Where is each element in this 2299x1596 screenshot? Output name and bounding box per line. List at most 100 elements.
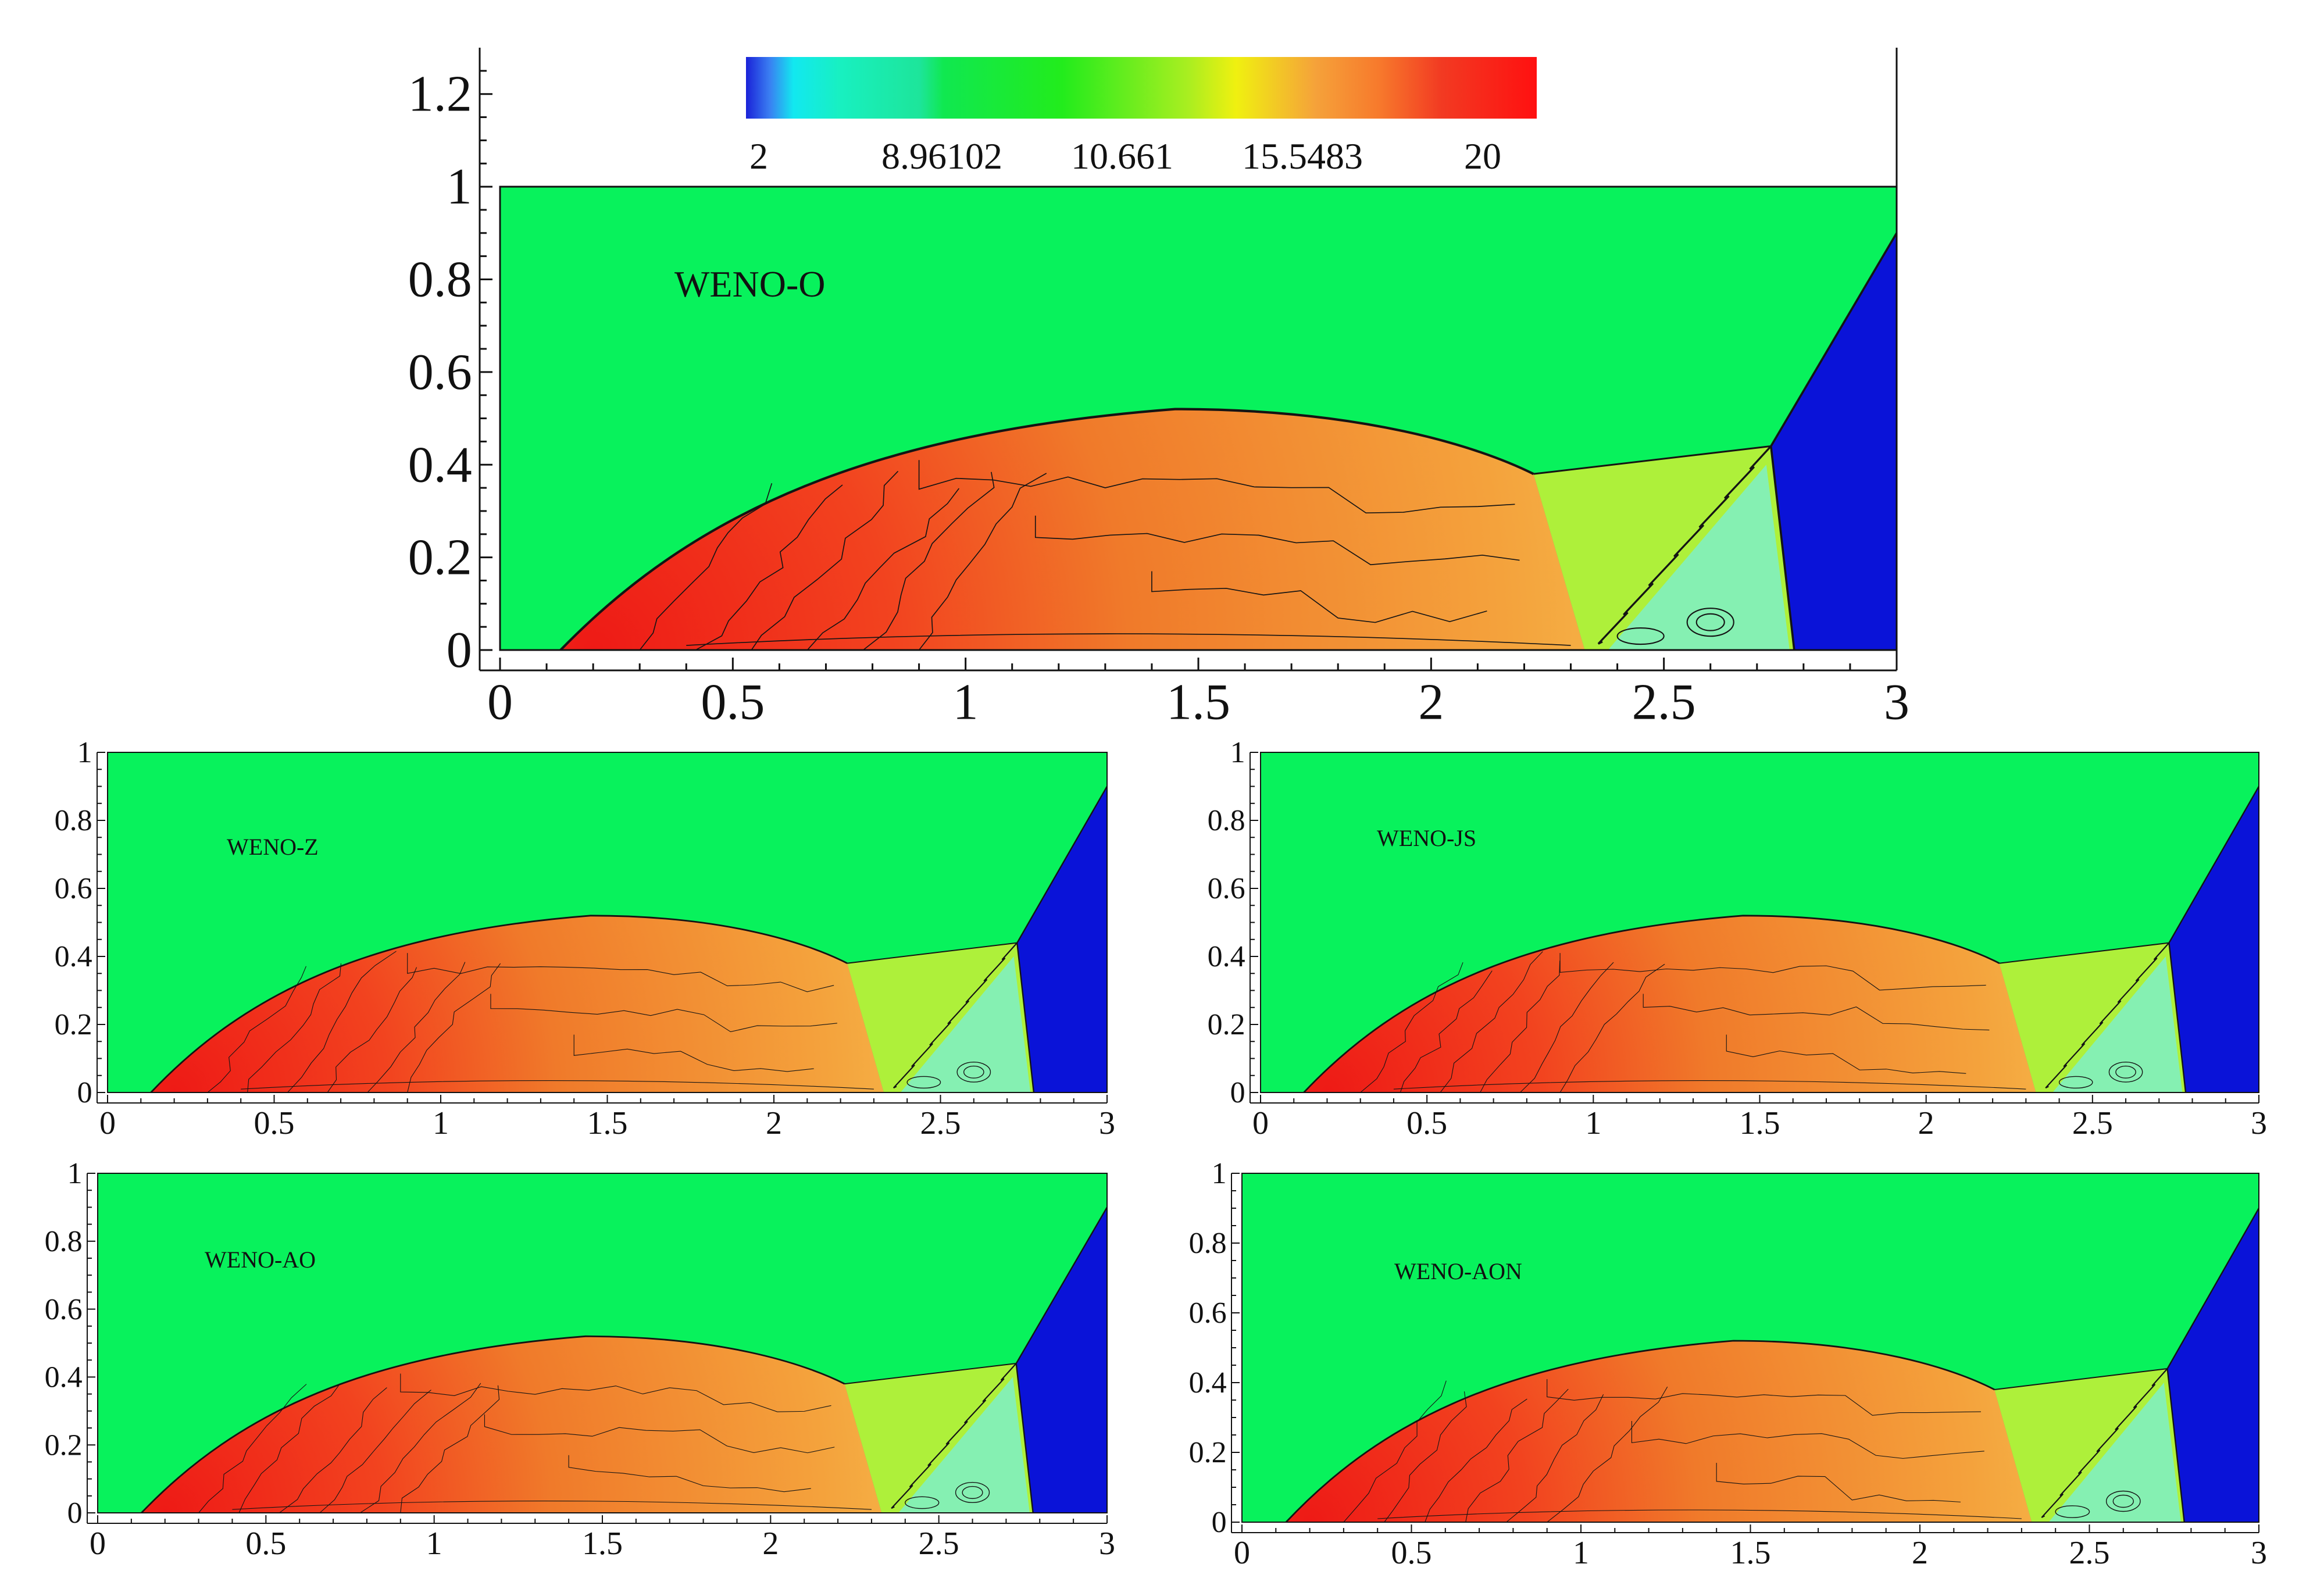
plot-panel-weno-z: 0 0.5 1 1.5 2 2.5 3 0 0.2 0.4 0.6 0.8 1 WENO-Z [55, 736, 1115, 1141]
x-tick-label: 0 [1252, 1105, 1269, 1141]
vortex-contour [2108, 1062, 2143, 1083]
contour-line [1559, 963, 1665, 1092]
y-tick-label: 0.4 [408, 437, 472, 493]
scheme-label: WENO-O [674, 263, 825, 305]
contour-line [319, 1390, 431, 1513]
y-tick-label: 0.4 [55, 940, 92, 973]
y-tick-label: 0.6 [1208, 872, 1245, 905]
contour-lines [1360, 951, 2026, 1092]
contour-line [1360, 962, 1463, 1092]
y-tick-label: 1 [77, 736, 92, 769]
x-tick-label: 3 [2251, 1105, 2267, 1141]
contour-line [1465, 1388, 1569, 1522]
y-tick-label: 0.6 [408, 344, 472, 401]
contour-line [1151, 571, 1487, 623]
contour-line [1034, 515, 1520, 566]
contour-line [484, 1414, 835, 1454]
domain-frame [1260, 752, 2259, 1093]
y-tick-label: 0.8 [45, 1225, 83, 1258]
axes [479, 48, 1898, 672]
colorbar-label: 8.96102 [881, 135, 1002, 177]
y-tick-label: 0.4 [1208, 940, 1245, 973]
contour-line [686, 633, 1571, 646]
y-tick-label: 0.8 [1189, 1227, 1227, 1260]
colorbar-label: 10.661 [1071, 135, 1173, 177]
contour-line [1480, 961, 1561, 1092]
y-tick-label: 0.2 [408, 530, 472, 586]
density-field [1242, 1173, 2259, 1522]
contour-lines [198, 1373, 872, 1513]
vortex-contour [2112, 1494, 2134, 1508]
contour-line [238, 1383, 341, 1513]
contour-line [360, 1383, 481, 1513]
contour-line [247, 963, 342, 1092]
plot-panel-weno-js: 0 0.5 1 1.5 2 2.5 3 0 0.2 0.4 0.6 0.8 1 WENO-JS [1208, 736, 2267, 1141]
bow-shock [559, 408, 1534, 651]
inflow-region [2169, 786, 2259, 1092]
y-tick-label: 0.2 [1189, 1436, 1227, 1469]
bow-shock [141, 1335, 845, 1513]
inflow-region [1770, 233, 1897, 650]
incident-shock [1016, 785, 1107, 1092]
contour-line [1440, 951, 1543, 1092]
bow-shock [150, 915, 848, 1092]
x-tick-label: 2.5 [2072, 1105, 2113, 1141]
y-tick-label: 0.2 [1208, 1008, 1245, 1041]
x-tick-label: 1.5 [1166, 674, 1230, 731]
vortex-contour [906, 1076, 941, 1089]
x-tick-label: 1.5 [1740, 1105, 1780, 1141]
density-field [98, 1173, 1107, 1513]
contour-line [863, 472, 995, 651]
vortex-contour [1686, 608, 1734, 637]
x-tick-label: 0 [99, 1105, 116, 1141]
contour-line [327, 967, 417, 1092]
vortex-contour [2115, 1065, 2136, 1079]
x-tick-label: 0.5 [245, 1526, 286, 1562]
contour-lines [1343, 1379, 2022, 1522]
contour-line [1631, 1421, 1984, 1459]
y-tick-label: 1 [1212, 1157, 1227, 1190]
slip-line [1597, 445, 1772, 645]
vortex-contour [956, 1062, 991, 1083]
contour-line [241, 1080, 874, 1090]
vortex-pocket-region [2052, 956, 2183, 1092]
vortex-contour [1616, 627, 1665, 645]
x-tick-label: 2 [766, 1105, 782, 1141]
x-tick-label: 1 [433, 1105, 449, 1141]
vortex-contour [905, 1496, 940, 1509]
bow-shock [1303, 915, 2000, 1092]
shocked-region [1304, 915, 2036, 1092]
plot-panel-weno-aon: 0 0.5 1 1.5 2 2.5 3 0 0.2 0.4 0.6 0.8 1 WENO-AON [1189, 1157, 2267, 1571]
y-tick-label: 0.2 [55, 1008, 92, 1041]
vortex-pocket-region [900, 956, 1031, 1092]
y-tick-label: 1 [67, 1157, 83, 1190]
axes [1250, 752, 2259, 1104]
x-tick-label: 2 [1918, 1105, 1934, 1141]
vortex-contour [1695, 613, 1725, 631]
vortex-pocket-region [1608, 465, 1790, 650]
shocked-region [1286, 1341, 2032, 1522]
slip-line [891, 1363, 1017, 1509]
contour-line [806, 488, 960, 651]
y-tick-label: 0.8 [1208, 804, 1245, 837]
y-tick-label: 0.6 [55, 872, 92, 905]
x-tick-label: 1.5 [1730, 1535, 1771, 1571]
inflow-region [1017, 786, 1107, 1092]
scheme-label: WENO-AON [1394, 1258, 1522, 1284]
contour-line [1547, 1386, 1668, 1522]
inflow-region [2167, 1208, 2259, 1522]
incident-shock [1769, 232, 1897, 651]
x-tick-label: 1.5 [582, 1526, 623, 1562]
contour-line [918, 473, 1047, 651]
scheme-label: WENO-AO [205, 1247, 316, 1273]
colorbar-label: 20 [1464, 135, 1501, 177]
slip-line [2045, 942, 2170, 1089]
x-tick-label: 0 [487, 674, 513, 731]
contour-line [279, 1387, 387, 1513]
y-tick-label: 0.6 [1189, 1297, 1227, 1330]
contour-line [407, 963, 501, 1092]
incident-shock [1015, 1206, 1107, 1513]
vortex-contour [2105, 1490, 2141, 1512]
x-tick-label: 2.5 [920, 1105, 961, 1141]
